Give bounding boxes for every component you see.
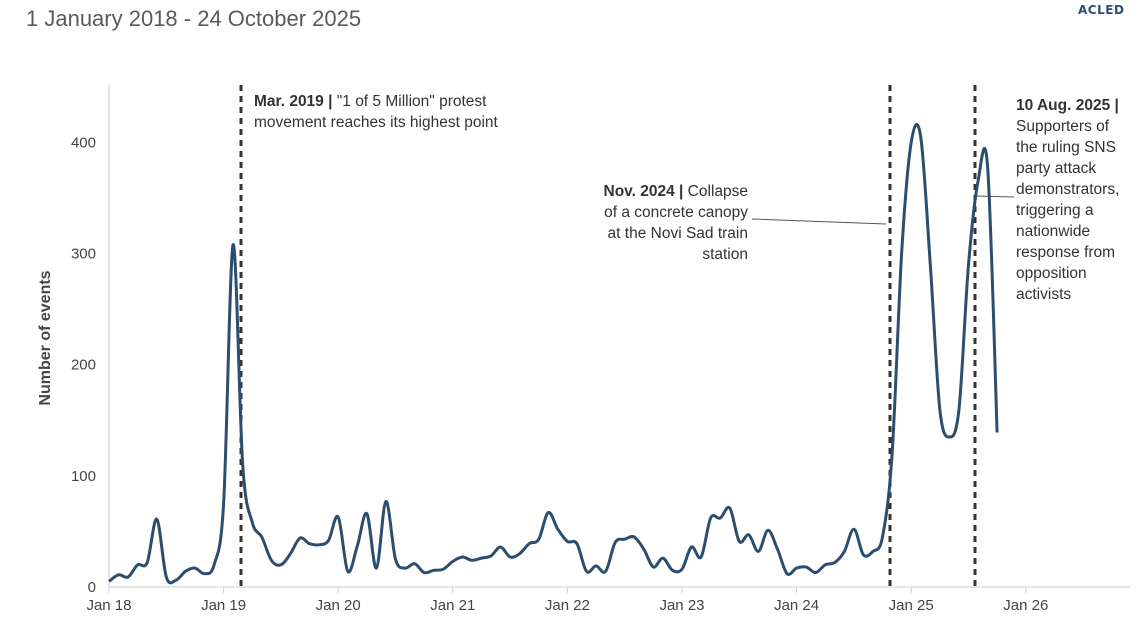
y-tick-label: 400 (71, 134, 96, 151)
plot-area (108, 123, 999, 585)
x-tick-label: Jan 21 (430, 597, 475, 614)
annotation-2024: Nov. 2024 | Collapse of a concrete canop… (590, 181, 749, 265)
x-tick-label: Jan 25 (889, 597, 934, 614)
x-tick-label: Jan 26 (1003, 597, 1048, 614)
series-line (108, 123, 999, 585)
event-markers (239, 85, 1015, 587)
y-axis-label: Number of events (37, 270, 54, 405)
axes: 0 100 200 300 400 Jan 18 Jan 19 Jan 20 Jan 21 Jan… (71, 85, 1130, 614)
annotation-2024-text: Collapse of a concrete canopy at the Nov… (604, 183, 748, 263)
annotation-2019-date: Mar. 2019 | (254, 93, 333, 110)
annotation-2024-leader (751, 218, 887, 225)
annotation-2025-text: Supporters of the ruling SNS party attac… (1016, 118, 1120, 303)
annotation-2025: 10 Aug. 2025 | Supporters of the ruling … (1016, 95, 1134, 305)
x-tick-label: Jan 22 (545, 597, 590, 614)
acled-logo: ACLED (1078, 3, 1125, 17)
y-tick-label: 300 (71, 246, 96, 263)
y-tick-label: 200 (71, 357, 96, 374)
y-tick-label: 100 (71, 468, 96, 485)
annotation-2019-text: "1 of 5 Million" protest movement reache… (254, 93, 498, 131)
y-tick-label: 0 (88, 579, 96, 596)
annotation-2025-date: 10 Aug. 2025 | (1016, 97, 1119, 114)
annotation-2024-date: Nov. 2024 | (603, 183, 684, 200)
x-tick-label: Jan 24 (774, 597, 819, 614)
annotation-2025-leader (974, 195, 1015, 198)
x-tick-label: Jan 23 (659, 597, 704, 614)
x-tick-label: Jan 19 (201, 597, 246, 614)
annotation-2019: Mar. 2019 | "1 of 5 Million" protest mov… (254, 91, 524, 133)
x-tick-label: Jan 20 (316, 597, 361, 614)
chart-subtitle: 1 January 2018 - 24 October 2025 (26, 6, 362, 31)
x-tick-label: Jan 18 (86, 597, 131, 614)
